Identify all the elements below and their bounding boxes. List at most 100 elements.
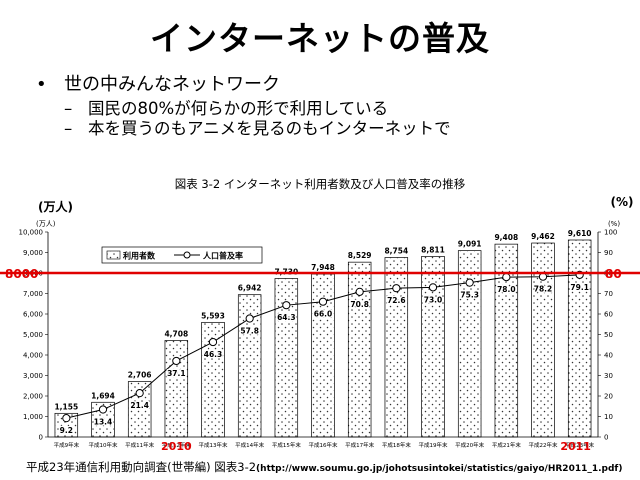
rate-value-label: 46.3 — [204, 350, 223, 359]
bar-users — [164, 340, 189, 438]
reference-left-label: 8000 — [5, 267, 38, 281]
right-tick-label: 90 — [604, 249, 613, 257]
x-tick-label: 平成21年末 — [492, 441, 521, 449]
bar-value-label: 9,610 — [568, 229, 592, 238]
left-tick-label: 6,000 — [23, 311, 43, 319]
left-tick-label: 7,000 — [23, 290, 43, 298]
point-penetration-rate — [502, 273, 511, 282]
right-tick-label: 50 — [604, 331, 613, 339]
left-tick-label: 0 — [39, 434, 43, 442]
point-penetration-rate — [172, 356, 181, 366]
bar-users — [567, 239, 592, 438]
chart-title: 図表 3-2 インターネット利用者数及び人口普及率の推移 — [175, 177, 466, 191]
x-tick-label: 平成22年末 — [529, 441, 558, 449]
left-axis-unit-small: (万人) — [36, 220, 56, 228]
point-penetration-rate — [98, 405, 108, 414]
right-tick-label: 30 — [604, 372, 613, 380]
bar-value-label: 7,948 — [311, 263, 335, 272]
bar-value-label: 9,408 — [494, 233, 518, 242]
left-tick-label: 5,000 — [23, 331, 43, 339]
rate-value-label: 79.1 — [570, 283, 589, 292]
legend-bar-label: 利用者数 — [122, 251, 156, 261]
bar-value-label: 5,593 — [201, 311, 225, 320]
left-axis-unit-label: (万人) — [38, 199, 73, 214]
point-penetration-rate — [318, 297, 328, 306]
x-tick-label: 平成10年末 — [89, 441, 118, 449]
point-penetration-rate — [428, 283, 438, 292]
left-tick-label: 3,000 — [23, 372, 43, 380]
x-tick-label: 平成11年末 — [125, 441, 154, 449]
legend-line-marker — [183, 251, 191, 259]
rate-value-label: 57.8 — [240, 327, 259, 336]
bullet-main: 世の中みんなネットワーク — [36, 74, 451, 97]
rate-value-label: 75.3 — [460, 291, 479, 300]
bullet-sub-usage: 国民の80%が何らかの形で利用している — [36, 99, 451, 120]
rate-value-label: 13.4 — [94, 418, 113, 427]
rate-value-label: 9.2 — [60, 426, 73, 435]
x-tick-label: 平成17年末 — [345, 441, 374, 449]
rate-value-label: 73.0 — [424, 295, 443, 304]
left-tick-label: 2,000 — [23, 393, 43, 401]
year-start-label: 2010 — [161, 440, 192, 453]
bar-value-label: 8,754 — [384, 247, 408, 256]
right-tick-label: 0 — [604, 434, 608, 442]
x-tick-label: 平成23年末 — [565, 441, 594, 449]
bar-value-label: 8,811 — [421, 245, 445, 254]
x-tick-label: 平成13年末 — [199, 441, 228, 449]
x-tick-label: 平成15年末 — [272, 441, 301, 449]
rate-value-label: 72.6 — [387, 296, 406, 305]
x-tick-label: 平成9年末 — [54, 441, 80, 449]
rate-value-label: 78.0 — [497, 285, 516, 294]
rate-value-label: 37.1 — [167, 369, 186, 378]
right-tick-label: 10 — [604, 413, 613, 421]
legend-bar-swatch — [106, 250, 121, 260]
left-tick-label: 4,000 — [23, 352, 43, 360]
x-tick-label: 平成16年末 — [309, 441, 338, 449]
bar-value-label: 2,706 — [128, 371, 152, 380]
legend-line-label: 人口普及率 — [203, 251, 243, 261]
point-penetration-rate — [135, 389, 144, 398]
year-end-label: 2011 — [560, 440, 591, 453]
source-url: (http://www.soumu.go.jp/johotsusintokei/… — [256, 464, 623, 474]
point-penetration-rate — [245, 314, 254, 323]
rate-value-label: 70.8 — [350, 300, 369, 309]
bar-value-label: 1,155 — [54, 402, 78, 411]
right-axis-unit-label: (%) — [611, 195, 634, 209]
point-penetration-rate — [392, 284, 401, 293]
bullet-list: 世の中みんなネットワーク 国民の80%が何らかの形で利用している 本を買うのもア… — [36, 74, 451, 140]
right-tick-label: 60 — [604, 311, 613, 319]
x-tick-label: 平成20年末 — [455, 441, 484, 449]
bar-value-label: 4,708 — [164, 329, 188, 338]
right-tick-label: 100 — [604, 229, 617, 237]
x-tick-label: 平成12年末 — [162, 441, 191, 449]
point-penetration-rate — [282, 301, 291, 310]
right-tick-label: 40 — [604, 352, 613, 360]
rate-value-label: 21.4 — [130, 401, 149, 410]
left-tick-label: 9,000 — [23, 249, 43, 257]
rate-value-label: 64.3 — [277, 313, 296, 322]
rate-value-label: 66.0 — [314, 310, 333, 319]
source-citation: 平成23年通信利用動向調査(世帯編) 図表3-2(http://www.soum… — [26, 459, 636, 475]
right-tick-label: 70 — [604, 290, 613, 298]
bar-value-label: 9,091 — [458, 240, 482, 249]
left-tick-label: 1,000 — [23, 413, 43, 421]
rate-value-label: 78.2 — [534, 285, 553, 294]
point-penetration-rate — [208, 337, 218, 347]
right-tick-label: 20 — [604, 393, 613, 401]
slide-title: インターネットの普及 — [150, 19, 490, 58]
right-axis-unit-small: (%) — [608, 220, 620, 228]
bar-value-label: 1,694 — [91, 391, 115, 400]
x-tick-label: 平成14年末 — [235, 441, 264, 449]
bar-value-label: 6,942 — [238, 284, 262, 293]
source-title: 平成23年通信利用動向調査(世帯編) 図表3-2 — [26, 460, 257, 474]
x-tick-label: 平成18年末 — [382, 441, 411, 449]
x-tick-label: 平成19年末 — [419, 441, 448, 449]
bar-value-label: 9,462 — [531, 232, 555, 241]
bullet-sub-examples: 本を買うのもアニメを見るのもインターネットで — [36, 119, 451, 140]
bar-value-label: 8,529 — [348, 251, 372, 260]
point-penetration-rate — [62, 414, 71, 423]
left-tick-label: 10,000 — [19, 229, 44, 237]
reference-right-label: 80 — [605, 267, 622, 281]
point-penetration-rate — [355, 287, 364, 296]
